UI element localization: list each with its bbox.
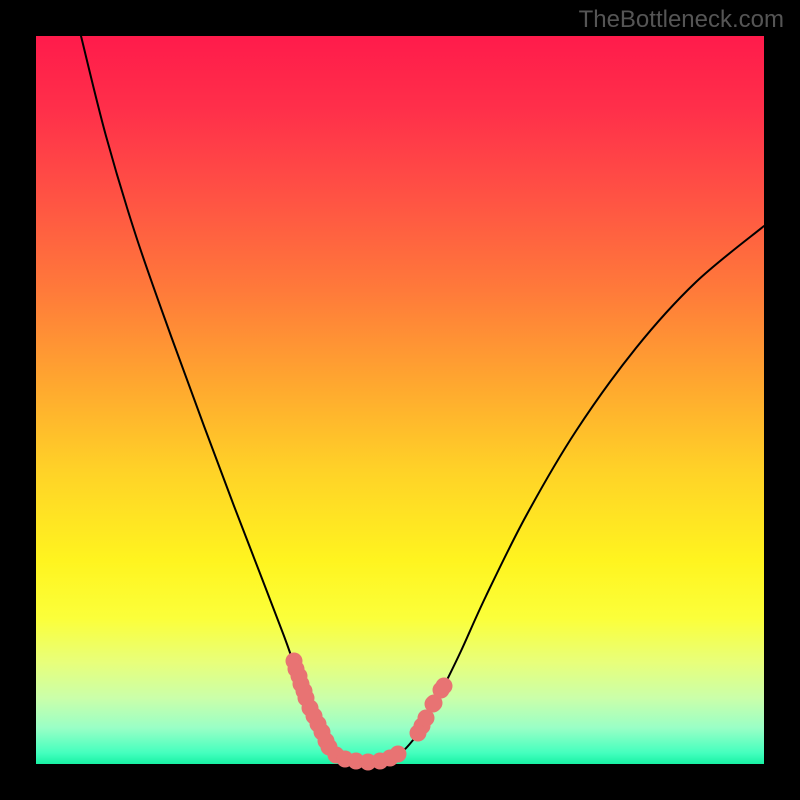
bottleneck-curve	[81, 36, 764, 762]
curve-layer	[36, 36, 764, 764]
highlight-dot	[390, 746, 407, 763]
brand-watermark: TheBottleneck.com	[579, 6, 784, 34]
chart-stage: TheBottleneck.com	[0, 0, 800, 800]
plot-area	[36, 36, 764, 764]
highlight-dot	[436, 678, 453, 695]
highlight-dots	[286, 653, 453, 771]
